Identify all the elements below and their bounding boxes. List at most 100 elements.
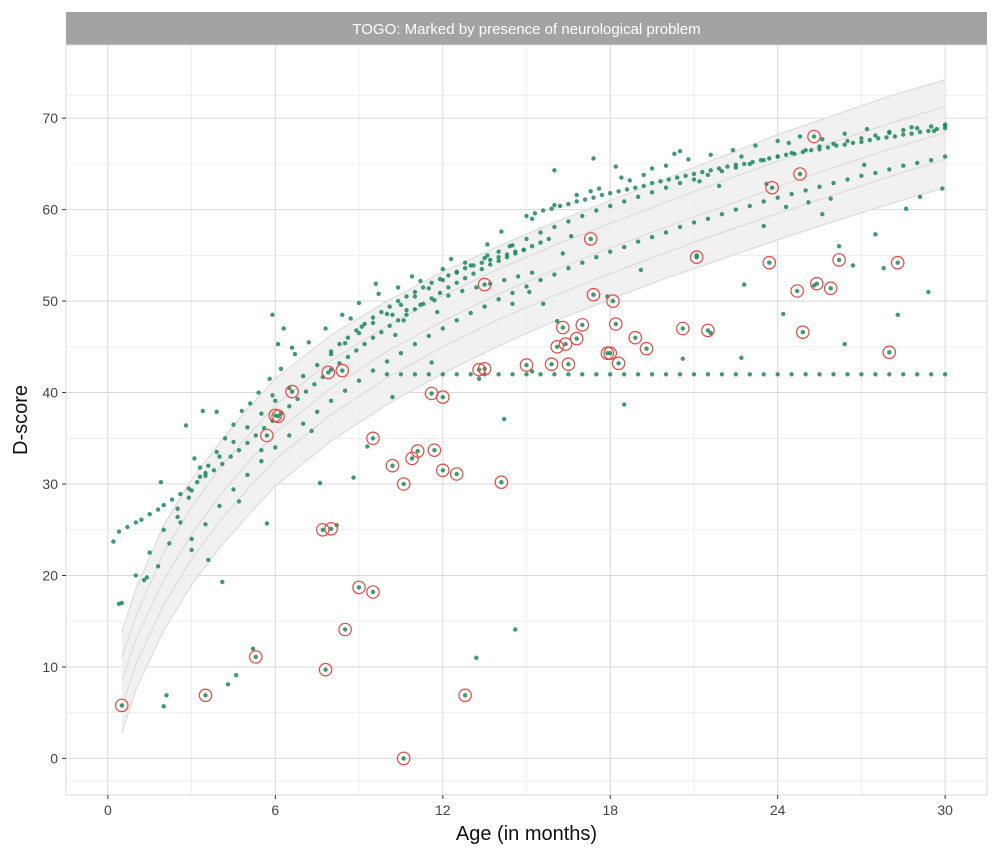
data-point [365,444,370,449]
data-point-neuro [549,362,554,367]
data-point [409,274,415,279]
data-point [742,282,747,287]
data-point [482,304,487,309]
data-point [236,448,242,453]
data-point [412,294,418,299]
data-point [328,349,334,354]
data-point [485,253,490,258]
data-point [342,341,348,346]
data-point [649,372,655,377]
data-point [225,682,231,687]
data-point-neuro [769,185,775,190]
data-point [775,154,780,159]
data-point [541,208,546,213]
data-point [582,197,588,202]
data-point-neuro [563,341,568,347]
data-point [672,151,677,156]
data-point [683,173,688,178]
data-point [789,191,794,197]
reference-line-p-upper [121,79,946,633]
data-point [147,512,152,517]
data-point-neuro [482,282,487,287]
data-point [619,175,624,180]
neuro-marker-ring [271,409,285,424]
data-point [323,326,328,331]
data-point [440,326,445,331]
data-point [806,200,811,205]
neuro-marker-ring [366,585,380,599]
data-point [716,166,722,171]
data-point [560,251,565,256]
data-point [270,312,275,317]
data-point [859,372,864,377]
data-point [356,330,362,336]
data-point [881,266,886,271]
data-point [250,646,256,651]
neuro-marker-ring [639,341,654,356]
data-point-neuro [895,260,900,265]
data-point [739,355,744,360]
data-point [510,301,515,306]
neuro-marker-ring [675,321,690,336]
data-point [234,673,239,678]
data-point [691,220,697,225]
data-point [454,372,459,377]
data-point [786,140,791,146]
data-point [440,266,445,272]
data-point [186,495,191,500]
data-point [750,159,755,165]
data-point [677,180,683,186]
data-point [217,503,222,509]
data-point [708,168,713,173]
data-point-neuro [767,260,772,265]
x-tick-label: 6 [271,802,279,818]
reference-band-area [121,79,946,734]
data-point [158,480,164,485]
data-point [566,266,571,271]
data-point [887,372,892,377]
data-point [231,439,236,445]
data-point-neuro [797,171,803,177]
data-point [370,368,376,373]
data-point [440,372,445,377]
y-tick-label: 40 [42,385,58,401]
data-point [915,160,920,166]
data-point-neuro [275,414,281,419]
data-point [663,163,669,168]
y-tick-label: 0 [50,750,58,766]
data-point [873,133,878,138]
data-point [552,168,557,173]
neuro-marker-ring [628,330,643,345]
data-point [432,298,437,303]
data-point [253,433,258,438]
data-point-neuro [328,526,334,531]
data-point [719,169,725,174]
data-point [348,316,353,321]
data-point [340,312,345,317]
data-point [842,341,847,347]
data-point [658,179,663,184]
data-point [220,461,225,467]
data-point [474,285,479,290]
data-point [557,203,563,209]
data-point [139,517,144,522]
data-point [248,401,253,406]
data-point [917,194,923,199]
data-point [412,341,418,347]
data-point [677,372,683,377]
data-point [155,507,161,512]
data-point [315,409,320,414]
data-point-neuro [887,350,892,355]
data-point [884,135,889,140]
data-point-neuro [432,448,437,453]
data-point [287,404,292,409]
data-point [546,236,551,242]
data-point [608,372,613,377]
data-point [783,204,789,210]
data-point [259,448,264,453]
data-point [552,224,557,230]
neuro-marker-ring [586,287,601,302]
data-point [197,474,203,479]
data-point [532,211,538,216]
data-point [496,297,501,302]
